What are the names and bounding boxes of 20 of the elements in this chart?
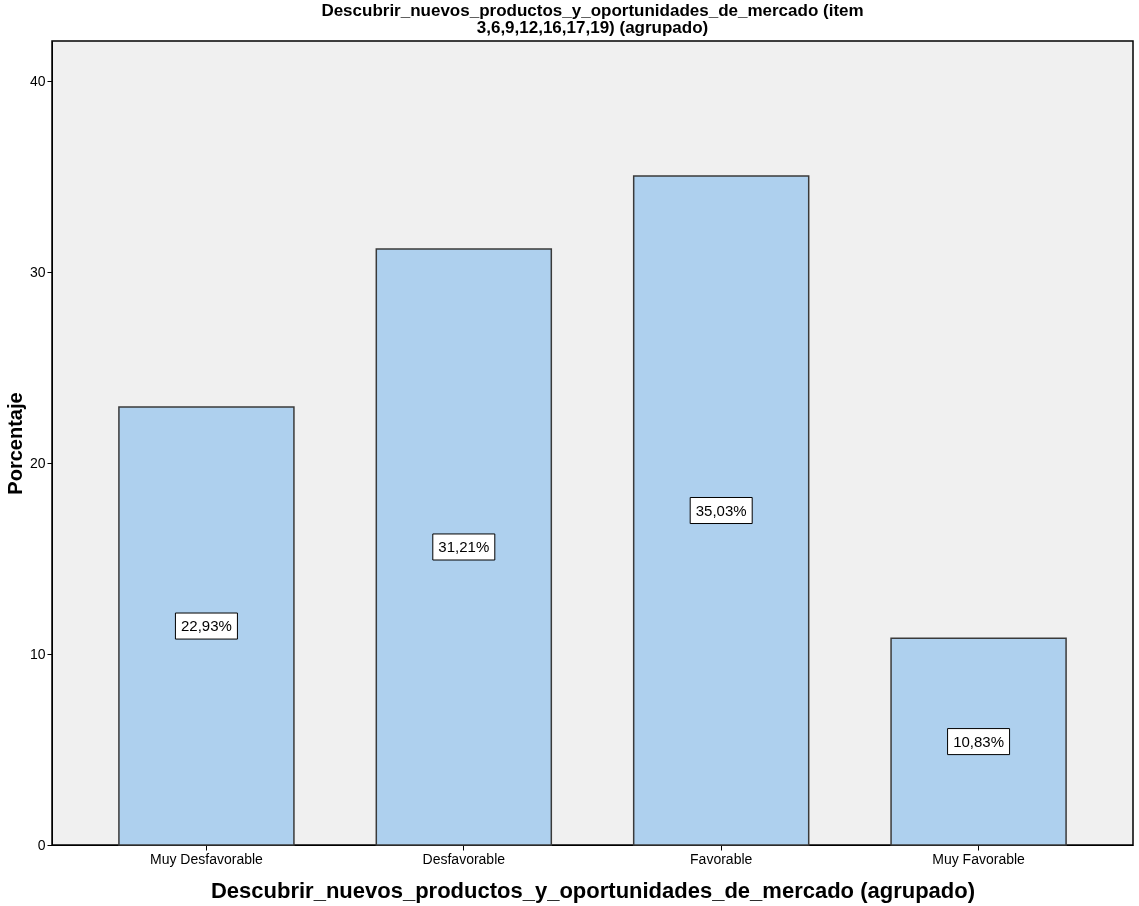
x-axis-title: Descubrir_nuevos_productos_y_oportunidades_de_mercado (agrupado) xyxy=(210,877,976,903)
y-tick-label: 10 xyxy=(29,645,46,662)
x-tick-label: Muy Desfavorable xyxy=(150,850,264,867)
y-axis-title: Porcentaje xyxy=(3,392,26,495)
y-tick-label: 40 xyxy=(29,72,46,89)
data-label: 22,93% xyxy=(180,617,232,635)
bar xyxy=(375,248,553,846)
bar xyxy=(890,637,1067,846)
x-tick-label: Favorable xyxy=(690,850,753,867)
y-tick-label: 0 xyxy=(37,836,46,853)
chart-title: Descubrir_nuevos_productos_y_oportunidades_de_mercado (item 3,6,9,12,16,17,19) (agrupado) xyxy=(321,1,864,37)
x-tick-label: Muy Favorable xyxy=(932,850,1026,867)
y-tick-label: 30 xyxy=(29,263,46,280)
bar xyxy=(632,175,810,846)
data-label: 31,21% xyxy=(438,537,490,555)
y-tick-label: 20 xyxy=(29,454,46,471)
bar xyxy=(118,406,295,846)
data-label: 35,03% xyxy=(695,501,747,519)
data-label: 10,83% xyxy=(953,732,1005,750)
x-tick-label: Desfavorable xyxy=(422,850,506,867)
